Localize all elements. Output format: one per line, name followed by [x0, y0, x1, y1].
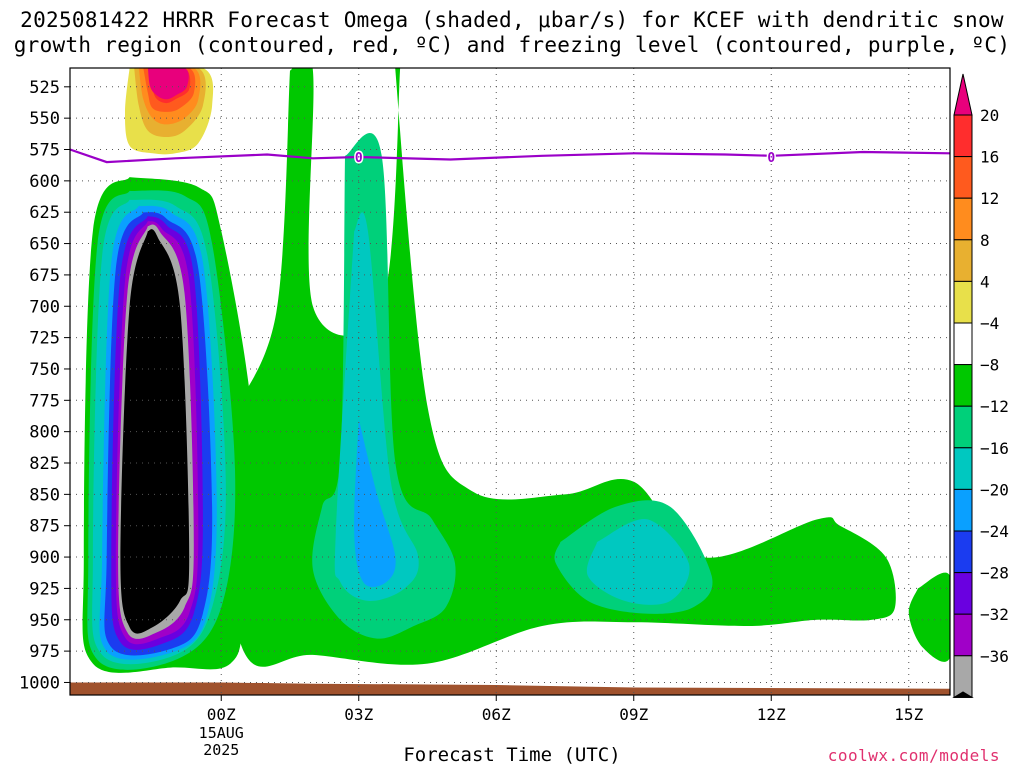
- y-tick-label-525: 525: [29, 78, 60, 98]
- colorbar-label-2: 12: [980, 189, 999, 208]
- x-tick-label-15Z: 15Z: [894, 705, 923, 724]
- x-tick-label-09Z: 09Z: [619, 705, 648, 724]
- x-axis-label: Forecast Time (UTC): [403, 744, 621, 766]
- colorbar-cap-top: [953, 73, 973, 116]
- colorbar-label-5: −4: [980, 314, 999, 333]
- x-tick-label-00Z: 00Z: [207, 705, 236, 724]
- chart-title: 2025081422 HRRR Forecast Omega (shaded, …: [0, 8, 1024, 58]
- y-tick-label-900: 900: [29, 548, 60, 568]
- colorbar-label-12: −32: [980, 605, 1009, 624]
- y-tick-label-650: 650: [29, 235, 60, 255]
- colorbar-label-6: −8: [980, 356, 999, 375]
- omega-region-21: [908, 572, 950, 662]
- x-tick-sublabel-0: 15AUG: [199, 724, 244, 742]
- x-tick-label-12Z: 12Z: [757, 705, 786, 724]
- colorbar-swatch-0: [953, 114, 973, 158]
- colorbar-swatch-11: [953, 572, 973, 615]
- freezing-level-label-1: 0: [767, 151, 775, 166]
- y-tick-label-775: 775: [29, 391, 60, 411]
- plot-frame: [69, 67, 951, 696]
- omega-region-5: [354, 419, 396, 587]
- colorbar-label-10: −24: [980, 522, 1009, 541]
- y-tick-label-725: 725: [29, 329, 60, 349]
- colorbar-swatch-10: [953, 530, 973, 574]
- x-tick-label-03Z: 03Z: [344, 705, 373, 724]
- colorbar-swatch-12: [953, 613, 973, 657]
- colorbar-swatch-3: [953, 239, 973, 282]
- colorbar-label-11: −28: [980, 564, 1009, 583]
- y-axis: 525 550 575 600 625 650 675 700 725 750 775 800 825 8…: [19, 78, 70, 693]
- colorbar-label-9: −20: [980, 480, 1009, 499]
- x-tick-sublabel-1: 2025: [203, 741, 239, 759]
- title-line-2: growth region (contoured, red, ºC) and f…: [13, 33, 1011, 57]
- colorbar-label-1: 16: [980, 148, 999, 167]
- y-tick-label-575: 575: [29, 141, 60, 161]
- y-tick-label-1000: 1000: [19, 673, 60, 693]
- credit-link[interactable]: coolwx.com/models: [827, 746, 1000, 765]
- colorbar-label-13: −36: [980, 647, 1009, 666]
- grid-lines: [70, 68, 950, 695]
- y-tick-label-550: 550: [29, 109, 60, 129]
- colorbar-swatch-4: [953, 280, 973, 324]
- freezing-level-label-0: 0: [355, 151, 363, 166]
- colorbar-swatch-8: [953, 447, 973, 490]
- y-tick-label-675: 675: [29, 266, 60, 286]
- colorbar-cap-bottom: [952, 691, 974, 698]
- y-tick-label-875: 875: [29, 517, 60, 537]
- y-tick-label-950: 950: [29, 611, 60, 631]
- y-tick-label-850: 850: [29, 485, 60, 505]
- y-tick-label-925: 925: [29, 579, 60, 599]
- y-tick-label-750: 750: [29, 360, 60, 380]
- colorbar-label-4: 4: [980, 272, 990, 291]
- shaded-regions: [70, 68, 950, 695]
- colorbar-swatch-2: [953, 197, 973, 241]
- colorbar-swatch-5: [953, 322, 973, 366]
- colorbar-label-7: −12: [980, 397, 1009, 416]
- colorbar-swatch-6: [953, 364, 973, 407]
- colorbar-label-3: 8: [980, 231, 990, 250]
- y-tick-label-600: 600: [29, 172, 60, 192]
- y-tick-label-700: 700: [29, 297, 60, 317]
- x-tick-label-06Z: 06Z: [482, 705, 511, 724]
- y-tick-label-825: 825: [29, 454, 60, 474]
- title-line-1: 2025081422 HRRR Forecast Omega (shaded, …: [20, 8, 1004, 32]
- colorbar-swatch-13: [953, 655, 973, 698]
- freezing-level-line: [69, 148, 951, 164]
- y-tick-label-975: 975: [29, 642, 60, 662]
- omega-region-4: [586, 519, 690, 605]
- colorbar-label-8: −16: [980, 439, 1009, 458]
- colorbar-swatch-1: [953, 156, 973, 199]
- colorbar-label-0: 20: [980, 106, 999, 125]
- y-tick-label-625: 625: [29, 203, 60, 223]
- omega-region-11: [147, 68, 189, 100]
- colorbar: 20 16 12 8 4 −4 −8 −12 −16 −20 −24 −28 −32 −36: [952, 73, 1009, 698]
- ground-terrain: [70, 682, 950, 695]
- colorbar-swatch-9: [953, 488, 973, 532]
- y-tick-label-800: 800: [29, 423, 60, 443]
- colorbar-swatch-7: [953, 405, 973, 449]
